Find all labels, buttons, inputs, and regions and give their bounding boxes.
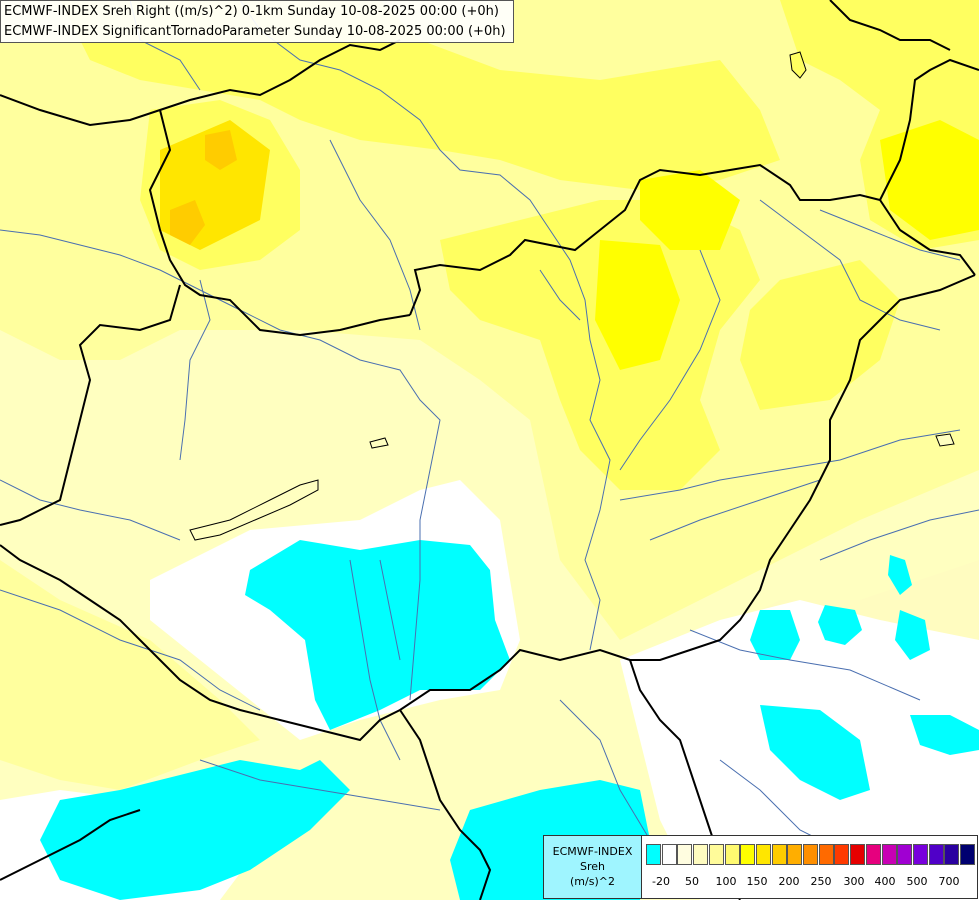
legend-swatch <box>850 844 866 865</box>
legend-swatch <box>803 844 818 865</box>
legend-swatch <box>646 844 661 865</box>
legend-tick-label: 150 <box>746 875 768 888</box>
legend-swatch <box>661 844 677 865</box>
legend-swatch <box>928 844 944 865</box>
field-cyan-east-3 <box>895 610 930 660</box>
field-cyan-center <box>245 540 510 730</box>
legend-swatch <box>693 844 709 865</box>
legend-tick-label: 250 <box>810 875 832 888</box>
field-orange-core-2 <box>170 200 205 245</box>
legend-swatch <box>960 844 975 865</box>
legend-swatch <box>677 844 693 865</box>
legend-tick-label: 300 <box>843 875 865 888</box>
rivers <box>0 0 979 871</box>
legend-tick-label: -20 <box>652 875 670 888</box>
legend-variable: Sreh <box>579 860 605 873</box>
field-bright-yellow-1 <box>595 240 680 370</box>
field-orange-core-1 <box>205 130 237 170</box>
legend-swatch <box>755 844 771 865</box>
legend-tick-label: 400 <box>874 875 896 888</box>
field-yellow-center <box>440 200 760 490</box>
legend-swatch <box>881 844 897 865</box>
legend-tick-label: 50 <box>685 875 699 888</box>
legend-swatch <box>834 844 850 865</box>
legend-tick-label: 700 <box>938 875 960 888</box>
legend-tick-label: 200 <box>778 875 800 888</box>
legend-swatch <box>865 844 881 865</box>
field-cyan-east-1 <box>750 610 800 660</box>
field-bright-yellow-3 <box>880 120 979 240</box>
color-legend: ECMWF-INDEX Sreh (m/s)^2 -20 50 100 150 200 2… <box>543 835 978 899</box>
legend-swatch <box>897 844 913 865</box>
legend-swatch <box>912 844 928 865</box>
legend-tick-label: 100 <box>715 875 737 888</box>
title-line-1: ECMWF-INDEX Sreh Right ((m/s)^2) 0-1km S… <box>4 4 499 19</box>
legend-unit: (m/s)^2 <box>570 875 615 888</box>
field-yellow-east <box>740 260 900 410</box>
field-cyan-east-5 <box>760 705 870 800</box>
legend-swatch <box>708 844 724 865</box>
field-light-yellow-south <box>0 560 260 790</box>
field-yellow-north <box>60 0 780 190</box>
legend-swatch <box>818 844 834 865</box>
title-line-2: ECMWF-INDEX SignificantTornadoParameter … <box>4 24 506 39</box>
map-title-box: ECMWF-INDEX Sreh Right ((m/s)^2) 0-1km S… <box>0 0 514 43</box>
lake-balaton <box>189 479 319 541</box>
legend-label: ECMWF-INDEX Sreh (m/s)^2 <box>544 836 642 898</box>
lake-small-1 <box>369 437 389 449</box>
lake-small-3 <box>789 51 807 79</box>
legend-title: ECMWF-INDEX <box>552 845 633 858</box>
field-cyan-southwest <box>40 760 350 900</box>
legend-tick-label: 500 <box>906 875 928 888</box>
field-cyan-east-6 <box>910 715 979 755</box>
field-cyan-east-4 <box>888 555 912 595</box>
legend-swatch <box>740 844 756 865</box>
field-bright-yellow-2 <box>640 170 740 250</box>
legend-swatch <box>724 844 740 865</box>
legend-swatch <box>771 844 787 865</box>
legend-swatch <box>787 844 803 865</box>
lake-small-2 <box>935 433 955 447</box>
field-cyan-east-2 <box>818 605 862 645</box>
legend-swatch <box>944 844 960 865</box>
